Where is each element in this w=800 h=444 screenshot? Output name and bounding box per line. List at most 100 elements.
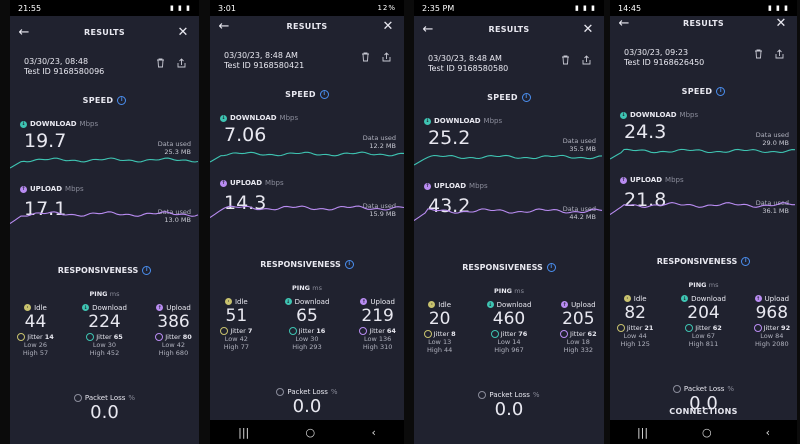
close-icon[interactable]: ✕ — [775, 15, 787, 31]
jitter-upload-value: 92 — [781, 323, 791, 332]
header: ← RESULTS ✕ — [210, 14, 404, 38]
speed-section-title: SPEED i — [414, 93, 604, 102]
packet-loss-unit: % — [727, 385, 735, 393]
jitter-label: Jitter — [230, 326, 246, 335]
upload-arrow-icon: ↑ — [561, 301, 569, 308]
back-arrow-icon[interactable]: ← — [218, 18, 230, 34]
upload-data-used: Data used 36.1 MB — [756, 199, 789, 215]
jitter-icon — [220, 326, 229, 335]
close-icon[interactable]: ✕ — [177, 24, 189, 40]
back-nav-icon[interactable]: ‹ — [371, 425, 376, 439]
upload-label-text: UPLOAD — [30, 185, 63, 193]
upload-unit: Mbps — [65, 185, 84, 193]
ping-header: PING ms — [610, 281, 797, 289]
download-graph — [10, 157, 199, 169]
recent-apps-icon[interactable]: ||| — [238, 425, 250, 439]
high-label: High — [223, 343, 239, 351]
ping-idle-column: · Idle 51 Jitter 7 Low 42 High 77 — [210, 297, 264, 351]
data-used-value: 25.3 MB — [164, 148, 191, 156]
info-icon[interactable]: i — [319, 90, 329, 99]
high-label: High — [563, 346, 579, 354]
delete-icon[interactable] — [753, 48, 764, 59]
ping-download-value: 65 — [296, 306, 318, 326]
download-graph — [210, 151, 404, 163]
jitter-download-value: 16 — [316, 326, 326, 335]
ping-upload-column: ↑ Upload 968 Jitter 92 Low 84 High 2080 — [744, 294, 797, 348]
status-bar: 3:01 12% — [210, 0, 404, 16]
upload-unit: Mbps — [469, 182, 488, 190]
info-icon[interactable]: i — [142, 266, 152, 275]
data-used-label: Data used — [755, 131, 789, 139]
ping-label: PING — [494, 287, 512, 295]
back-arrow-icon[interactable]: ← — [422, 21, 434, 37]
high-label: High — [292, 343, 308, 351]
jitter-download-value: 62 — [712, 323, 722, 332]
status-indicators: ▮ ▮ ▮ — [574, 4, 596, 12]
share-icon[interactable] — [774, 48, 785, 59]
share-icon[interactable] — [581, 54, 592, 65]
ping-download-column: ↓ Download 460 Jitter 76 Low 14 High 967 — [481, 300, 537, 354]
android-nav-bar: ||| ○ ‹ — [210, 420, 404, 444]
responsiveness-section-title: RESPONSIVENESS i — [210, 260, 404, 269]
speed-title: SPEED — [285, 90, 316, 99]
upload-graph — [210, 205, 404, 219]
speed-section-title: SPEED i — [210, 90, 404, 99]
ping-idle-column: · Idle 44 Jitter 14 Low 26 High 57 — [10, 303, 64, 357]
download-arrow-icon: ↓ — [220, 114, 227, 122]
responsiveness-section-title: RESPONSIVENESS i — [414, 263, 604, 272]
ping-download-column: ↓ Download 224 Jitter 65 Low 30 High 452 — [77, 303, 133, 357]
share-icon[interactable] — [176, 57, 187, 68]
packet-loss-label: Packet Loss — [683, 385, 725, 393]
info-icon[interactable]: i — [117, 96, 127, 105]
idle-label: Idle — [34, 303, 47, 312]
responsiveness-title: RESPONSIVENESS — [462, 263, 543, 272]
home-icon[interactable]: ○ — [702, 425, 712, 439]
share-icon[interactable] — [381, 51, 392, 62]
low-label: Low — [691, 332, 705, 340]
jitter-icon — [423, 329, 432, 338]
status-time: 14:45 — [618, 3, 642, 13]
jitter-idle-value: 7 — [247, 326, 253, 335]
info-icon[interactable]: i — [521, 93, 531, 102]
test-id: Test ID 9168580096 — [24, 67, 105, 76]
download-arrow-icon: ↓ — [681, 295, 689, 302]
packet-loss-label: Packet Loss — [287, 388, 328, 396]
back-arrow-icon[interactable]: ← — [18, 24, 30, 40]
info-icon[interactable]: i — [344, 260, 354, 269]
low-label: Low — [92, 341, 106, 349]
low-download-value: 30 — [310, 335, 319, 343]
close-icon[interactable]: ✕ — [582, 21, 594, 37]
high-idle-value: 44 — [444, 346, 453, 354]
recent-apps-icon[interactable]: ||| — [636, 425, 649, 439]
download-label-text: DOWNLOAD — [230, 114, 277, 122]
packet-loss-unit: % — [330, 388, 338, 396]
download-label-text: DOWNLOAD — [30, 120, 77, 128]
info-icon[interactable]: i — [716, 87, 726, 96]
idle-icon: · — [24, 304, 32, 311]
close-icon[interactable]: ✕ — [382, 18, 394, 34]
info-icon[interactable]: i — [546, 263, 556, 272]
download-data-used: Data used 29.0 MB — [756, 131, 789, 147]
ping-download-column: ↓ Download 204 Jitter 62 Low 67 High 811 — [676, 294, 732, 348]
meta-actions — [155, 57, 187, 68]
low-label: Low — [364, 335, 377, 343]
delete-icon[interactable] — [360, 51, 371, 62]
home-icon[interactable]: ○ — [305, 425, 316, 439]
jitter-label: Jitter — [763, 323, 780, 332]
test-datetime: 03/30/23, 8:48 AM — [428, 54, 502, 63]
delete-icon[interactable] — [560, 54, 571, 65]
download-unit: Mbps — [679, 111, 699, 119]
packet-loss-icon — [478, 391, 487, 399]
download-speed-value: 19.7 — [24, 130, 67, 152]
idle-icon: · — [224, 298, 232, 305]
jitter-idle-value: 21 — [644, 323, 654, 332]
upload-unit: Mbps — [665, 176, 684, 184]
delete-icon[interactable] — [155, 57, 166, 68]
back-nav-icon[interactable]: ‹ — [765, 425, 771, 439]
back-arrow-icon[interactable]: ← — [618, 15, 630, 31]
upload-ping-label: Upload — [764, 294, 790, 303]
data-used-label: Data used — [562, 137, 596, 145]
ping-download-value: 204 — [687, 303, 720, 323]
upload-label: ↑ UPLOAD Mbps — [20, 185, 84, 193]
info-icon[interactable]: i — [741, 257, 751, 266]
